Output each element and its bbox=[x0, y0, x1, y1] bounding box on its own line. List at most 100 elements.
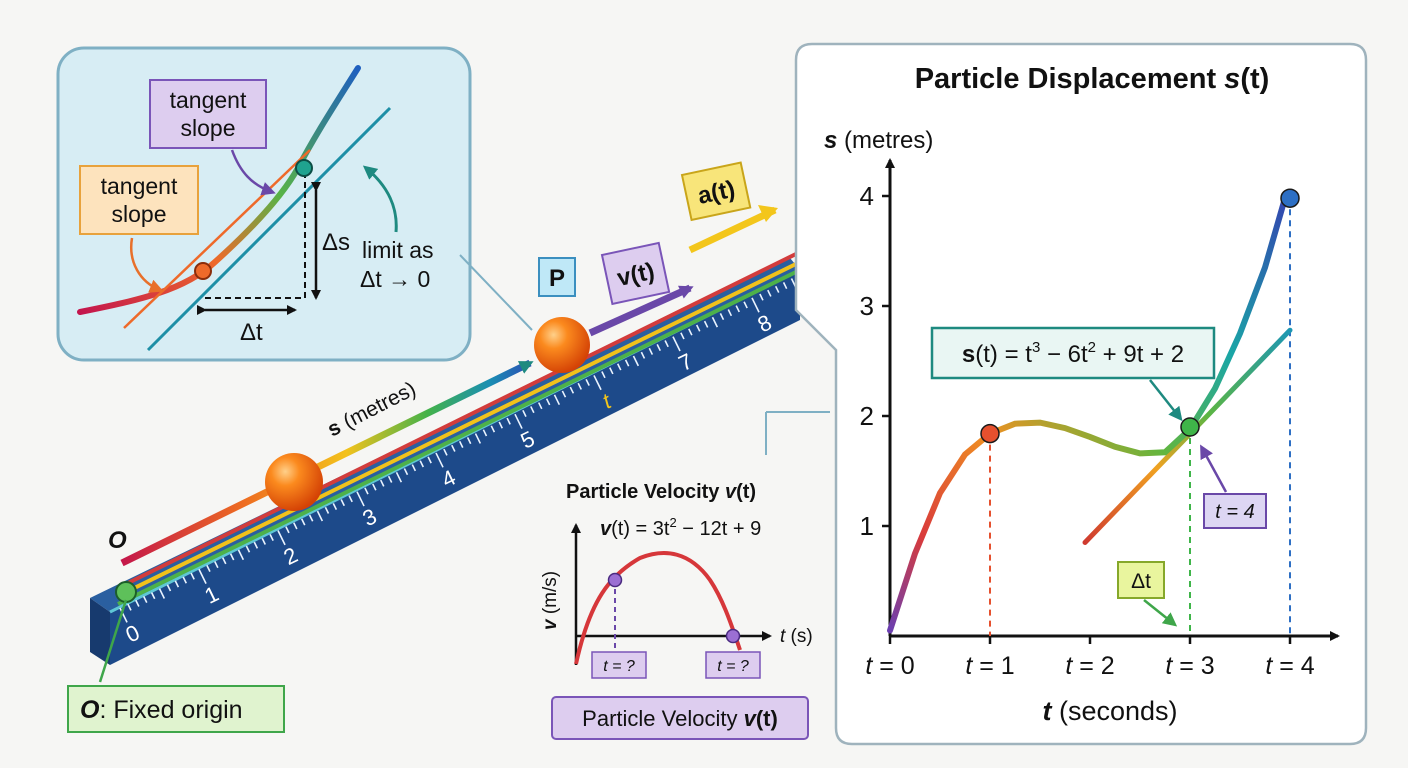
ruler-tick bbox=[727, 309, 733, 317]
ruler-tick bbox=[435, 452, 444, 468]
displacement-x-label: t (seconds) bbox=[1042, 696, 1177, 726]
ruler-tick bbox=[577, 382, 582, 390]
displacement-equation: s(t) = t3 − 6t2 + 9t + 2 bbox=[962, 339, 1184, 368]
velocity-caption: Particle Velocity v(t) bbox=[582, 706, 778, 731]
velocity-label-box bbox=[600, 241, 671, 306]
ruler-tick bbox=[751, 297, 760, 313]
displacement-axis-label: s(metres) bbox=[324, 377, 420, 441]
displacement-x-ticks: t = 0 t = 1 t = 2 t = 3 t = 4 bbox=[865, 636, 1315, 680]
trajectory-rails bbox=[117, 205, 801, 606]
ruler-front-face bbox=[110, 270, 800, 665]
ruler-tick bbox=[198, 568, 207, 584]
ruler-tick bbox=[372, 483, 377, 491]
ruler-tick bbox=[419, 460, 424, 468]
ruler-tick bbox=[127, 603, 132, 611]
annotation-t4-text: t = 4 bbox=[1215, 501, 1254, 523]
ruler-tick bbox=[229, 553, 235, 561]
ruler-tick bbox=[166, 584, 172, 592]
point-p-box bbox=[538, 257, 576, 297]
rail-green bbox=[117, 268, 801, 606]
ruler-tick bbox=[214, 561, 219, 569]
velocity-label: v(t) bbox=[600, 241, 671, 306]
ruler-tick bbox=[545, 398, 551, 406]
ruler-tick bbox=[316, 510, 324, 522]
ruler-tick bbox=[285, 526, 290, 534]
x-tick-label: t = 2 bbox=[1065, 652, 1114, 680]
inset-delta-t-label: Δt bbox=[240, 319, 263, 346]
ruler-tick bbox=[632, 355, 640, 367]
inset-limit-line2: Δt → 0 bbox=[360, 266, 430, 292]
x-tick-label: t = 1 bbox=[965, 652, 1014, 680]
ruler-tick bbox=[537, 402, 543, 410]
ruler-tick bbox=[719, 313, 725, 321]
velocity-marker-right-box bbox=[705, 651, 761, 679]
ruler-end-face bbox=[90, 598, 110, 665]
ruler-tick bbox=[340, 499, 345, 507]
particle-ball-p bbox=[534, 317, 590, 373]
ruler-tick bbox=[593, 375, 602, 391]
inset-purple-label-line1: tangent bbox=[170, 87, 247, 113]
inset-curve bbox=[77, 65, 361, 315]
ruler-tick bbox=[688, 328, 693, 336]
ruler-tick bbox=[253, 541, 259, 549]
ruler-tick bbox=[395, 471, 403, 483]
velocity-chart-equation: v(t) = 3t2 − 12t + 9 bbox=[600, 515, 761, 540]
inset-secant-line bbox=[123, 149, 311, 329]
ruler-tick bbox=[221, 557, 227, 565]
acceleration-label-box bbox=[680, 161, 752, 222]
ruler-tick bbox=[506, 417, 511, 425]
ruler-tick bbox=[308, 514, 314, 522]
displacement-arrow bbox=[120, 359, 534, 567]
velocity-caption-box bbox=[551, 696, 809, 740]
inset-purple-pointer bbox=[230, 149, 276, 196]
curve-marker bbox=[1280, 188, 1300, 208]
ruler-tick bbox=[474, 433, 482, 444]
ruler-tick bbox=[561, 390, 567, 398]
origin-pointer bbox=[98, 599, 128, 683]
ruler-tick bbox=[348, 495, 353, 503]
ruler-tick bbox=[443, 448, 448, 456]
ruler-tick bbox=[458, 440, 464, 448]
ruler-tick bbox=[767, 289, 772, 297]
x-tick-label: t = 3 bbox=[1165, 652, 1214, 680]
velocity-marker-left-text: t = ? bbox=[603, 658, 635, 675]
ruler-tick bbox=[664, 340, 669, 348]
equation-pointer bbox=[1149, 379, 1183, 422]
velocity-y-label: v (m/s) bbox=[540, 571, 561, 630]
rail-red bbox=[117, 250, 801, 590]
ruler-tick bbox=[648, 347, 654, 355]
ruler-tick bbox=[759, 293, 764, 301]
ruler-tick bbox=[237, 549, 245, 561]
ruler-tick bbox=[743, 301, 748, 309]
ruler-tick bbox=[530, 406, 535, 414]
inset-tangent-line bbox=[146, 106, 392, 352]
y-tick-label: 3 bbox=[860, 291, 874, 321]
displacement-panel: Particle Displacement s(t) s (metres) t … bbox=[794, 42, 1368, 746]
annotation-dt-box bbox=[1117, 561, 1165, 599]
ruler-tick bbox=[498, 421, 503, 429]
ruler-tick bbox=[601, 371, 606, 379]
velocity-marker-left-box bbox=[591, 651, 647, 679]
curve-marker bbox=[980, 423, 1000, 444]
ruler-tick bbox=[656, 344, 661, 352]
ruler-tick bbox=[119, 607, 128, 623]
annotation-dt-text: Δt bbox=[1131, 570, 1151, 593]
velocity-curve bbox=[574, 551, 742, 665]
y-tick-label: 2 bbox=[860, 401, 874, 431]
displacement-y-label: s (metres) bbox=[824, 127, 933, 154]
inset-orange-label-box bbox=[79, 165, 199, 235]
displacement-markers bbox=[980, 188, 1300, 444]
ruler-tick bbox=[672, 336, 681, 352]
ruler-tick bbox=[482, 429, 488, 437]
inset-orange-label-line1: tangent bbox=[101, 173, 178, 199]
displacement-equation-box bbox=[930, 326, 1216, 380]
velocity-label-text: v(t) bbox=[615, 258, 657, 292]
ruler-tick bbox=[135, 599, 140, 607]
acceleration-label: a(t) bbox=[680, 161, 752, 222]
acceleration-label-text: a(t) bbox=[695, 176, 737, 210]
ruler-tick bbox=[624, 359, 630, 367]
ruler-tick bbox=[411, 464, 417, 472]
x-tick-label: t = 4 bbox=[1265, 652, 1314, 680]
ruler-tick bbox=[466, 437, 472, 445]
ruler-tick bbox=[190, 572, 195, 580]
